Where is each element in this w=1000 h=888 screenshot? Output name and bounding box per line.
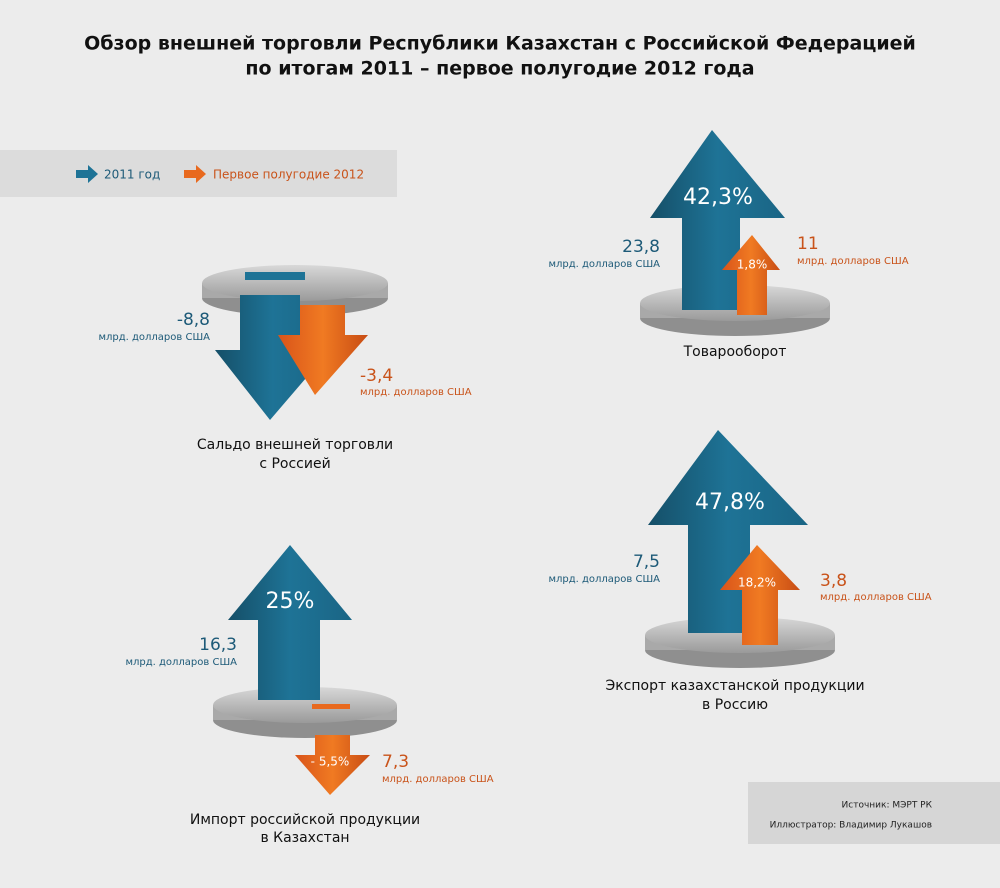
panel-saldo: -8,8 млрд. долларов США -3,4 млрд. долла… <box>98 265 472 472</box>
arrow-2011 <box>648 430 808 633</box>
unit: млрд. долларов США <box>548 259 660 270</box>
value: 7,3 <box>382 752 409 772</box>
panel-label: в Россию <box>702 697 768 713</box>
value: 3,8 <box>820 571 847 591</box>
credits: Источник: МЭРТ РК Иллюстратор: Владимир … <box>748 782 1000 844</box>
growth: 42,3% <box>683 185 753 210</box>
panel-import: 25% - 5,5% 16,3 млрд. долларов США 7,3 м… <box>125 545 494 846</box>
unit: млрд. долларов США <box>98 332 210 343</box>
panel-export: 47,8% 18,2% 7,5 млрд. долларов США 3,8 м… <box>548 430 932 713</box>
growth: 47,8% <box>695 490 765 515</box>
arrow-2012 <box>295 735 370 795</box>
growth: 18,2% <box>738 576 776 590</box>
arrow-2011 <box>650 130 785 310</box>
legend-swatch <box>184 165 206 183</box>
unit: млрд. долларов США <box>360 387 472 398</box>
arrow-base <box>245 272 305 280</box>
growth: 25% <box>266 589 315 614</box>
value: -8,8 <box>177 310 210 330</box>
arrow-2012 <box>722 235 780 315</box>
legend-label: Первое полугодие 2012 <box>213 168 364 182</box>
unit: млрд. долларов США <box>382 774 494 785</box>
panel-label: Импорт российской продукции <box>190 812 420 828</box>
legend-label: 2011 год <box>104 168 160 182</box>
value: 23,8 <box>622 237 660 257</box>
source: Источник: МЭРТ РК <box>842 801 933 811</box>
arrow-2011 <box>228 545 352 700</box>
unit: млрд. долларов США <box>797 256 909 267</box>
value: -3,4 <box>360 366 393 386</box>
panel-label: с Россией <box>259 456 330 472</box>
panel-label: в Казахстан <box>260 830 349 846</box>
panel-label: Товарооборот <box>683 344 787 360</box>
credits-box <box>748 782 1000 844</box>
value: 11 <box>797 234 819 254</box>
growth: - 5,5% <box>311 755 350 769</box>
title: по итогам 2011 – первое полугодие 2012 г… <box>245 58 754 80</box>
panel-label: Сальдо внешней торговли <box>197 437 393 453</box>
panel-turnover: 42,3% 1,8% 23,8 млрд. долларов США 11 мл… <box>548 130 909 360</box>
unit: млрд. долларов США <box>548 574 660 585</box>
arrow-2012 <box>720 545 800 645</box>
unit: млрд. долларов США <box>820 592 932 603</box>
value: 16,3 <box>199 635 237 655</box>
arrow-2012 <box>278 305 368 395</box>
unit: млрд. долларов США <box>125 657 237 668</box>
illustrator: Иллюстратор: Владимир Лукашов <box>770 821 932 831</box>
arrow-2011 <box>215 295 330 420</box>
legend: 2011 год Первое полугодие 2012 <box>0 150 397 197</box>
growth: 1,8% <box>737 258 768 272</box>
legend-swatch <box>76 165 98 183</box>
value: 7,5 <box>633 552 660 572</box>
arrow-base <box>312 704 350 709</box>
panel-label: Экспорт казахстанской продукции <box>605 678 864 694</box>
title: Обзор внешней торговли Республики Казахс… <box>84 33 916 55</box>
